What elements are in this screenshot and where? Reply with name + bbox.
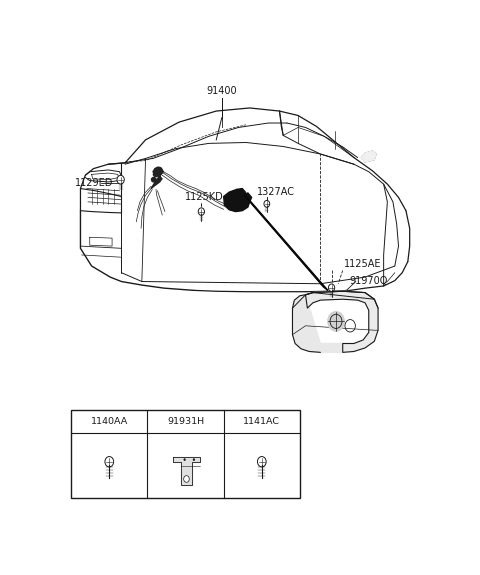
Bar bbox=[71, 410, 300, 499]
Polygon shape bbox=[151, 167, 163, 189]
Circle shape bbox=[193, 458, 195, 461]
Polygon shape bbox=[361, 151, 376, 162]
Text: 91931H: 91931H bbox=[167, 417, 204, 426]
Polygon shape bbox=[173, 457, 200, 485]
Polygon shape bbox=[305, 292, 378, 352]
Text: 91400: 91400 bbox=[206, 86, 237, 95]
Circle shape bbox=[257, 457, 266, 467]
Polygon shape bbox=[244, 195, 328, 290]
Ellipse shape bbox=[154, 172, 158, 177]
Polygon shape bbox=[241, 193, 252, 204]
Circle shape bbox=[184, 476, 189, 482]
Text: 91970Q: 91970Q bbox=[349, 275, 388, 286]
Circle shape bbox=[328, 284, 335, 292]
Circle shape bbox=[105, 457, 114, 467]
Text: 1125KD: 1125KD bbox=[185, 192, 223, 202]
Circle shape bbox=[198, 208, 204, 215]
Text: 1129ED: 1129ED bbox=[75, 178, 113, 188]
Polygon shape bbox=[292, 295, 343, 352]
Text: 1141AC: 1141AC bbox=[243, 417, 280, 426]
Ellipse shape bbox=[156, 167, 162, 172]
Polygon shape bbox=[224, 189, 250, 212]
Circle shape bbox=[117, 175, 124, 184]
Polygon shape bbox=[235, 189, 245, 197]
Ellipse shape bbox=[152, 178, 156, 182]
Text: 1125AE: 1125AE bbox=[344, 259, 381, 269]
Circle shape bbox=[183, 458, 186, 461]
Text: 1140AA: 1140AA bbox=[91, 417, 128, 426]
Circle shape bbox=[264, 201, 270, 207]
Circle shape bbox=[328, 312, 344, 331]
Text: 1327AC: 1327AC bbox=[257, 186, 295, 197]
